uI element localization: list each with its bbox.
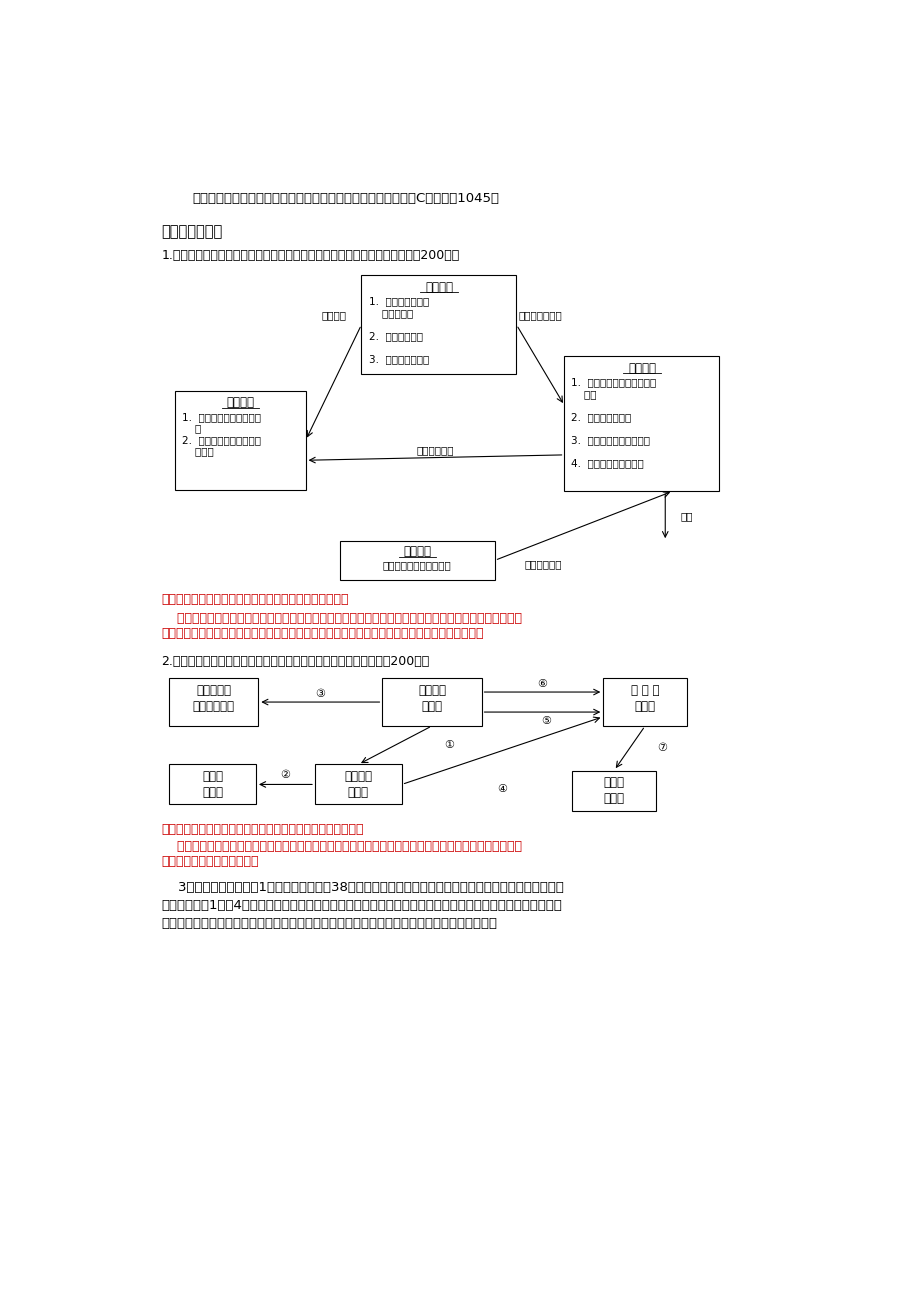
Text: 款项: 款项 (680, 511, 692, 520)
Text: 2.请指出下列的流程图各属于什么销售方式？为什么？（答题不少于200字）: 2.请指出下列的流程图各属于什么销售方式？为什么？（答题不少于200字） (162, 656, 429, 669)
Text: ④: ④ (497, 785, 507, 794)
Text: 供货单位: 供货单位 (417, 683, 446, 696)
Bar (314, 765, 402, 804)
Text: 国家开放大学电大本科《会计制度设计》期末试题题库及答案（C试卷号：1045）: 国家开放大学电大本科《会计制度设计》期末试题题库及答案（C试卷号：1045） (192, 191, 499, 204)
Bar (603, 678, 686, 726)
Text: 开户银: 开户银 (603, 775, 624, 788)
Text: 因为该图体现了较为合理的货币资金收入的内部控制制度，货币资金的授权批准制度和货币资金的岗位分: 因为该图体现了较为合理的货币资金收入的内部控制制度，货币资金的授权批准制度和货币… (162, 611, 522, 624)
Text: 收收款项并出具收款回单: 收收款项并出具收款回单 (382, 561, 451, 570)
Text: 收纳部门: 收纳部门 (628, 362, 655, 375)
Text: 开户银行: 开户银行 (403, 545, 431, 558)
Text: 答：该流程图是货币资金收入的控制程序图，比较合理。: 答：该流程图是货币资金收入的控制程序图，比较合理。 (162, 593, 348, 606)
Text: 答：此流程是托运货制下的销售业务手续和凭证流转程序图。: 答：此流程是托运货制下的销售业务手续和凭证流转程序图。 (162, 824, 364, 837)
Text: ⑦: ⑦ (656, 743, 666, 753)
Text: ②: ② (280, 770, 290, 781)
Text: 则解释》（第1至第4号），这表明我国形成了完整的以会计准则为主的会计标准体系，企业日常会计活动应该严: 则解释》（第1至第4号），这表明我国形成了完整的以会计准则为主的会计标准体系，企… (162, 899, 562, 912)
Text: 工控制制度；该程序的设计以便于各职能部门相互协调，共同遵守，保证货币资金的安全、完整。: 工控制制度；该程序的设计以便于各职能部门相互协调，共同遵守，保证货币资金的安全、… (162, 627, 483, 640)
Bar (339, 541, 494, 580)
Text: 1.请指出下列流程是什么业务的控制程序，是否合理，为什么？（答题不少于200字）: 1.请指出下列流程是什么业务的控制程序，是否合理，为什么？（答题不少于200字） (162, 248, 460, 262)
Bar (382, 678, 481, 726)
Text: 货款及收款凭证: 货款及收款凭证 (518, 311, 562, 320)
Bar (176, 392, 305, 489)
Bar (169, 765, 255, 804)
Text: 银行存款回单: 银行存款回单 (524, 559, 561, 570)
Text: 因为此图说明供货单位的销售人员长驻在采购货物方，采购货物方不直接和供货单位联系，而是由驻厂员: 因为此图说明供货单位的销售人员长驻在采购货物方，采购货物方不直接和供货单位联系，… (162, 840, 522, 853)
Text: 运输机: 运输机 (202, 770, 223, 783)
Text: 和供货单位联系，请求发货。: 和供货单位联系，请求发货。 (162, 855, 259, 868)
Text: 驻厂员: 驻厂员 (421, 700, 442, 713)
Text: 3．我国已经建立了由1项基本会计准则、38项具体会计准则与有关的会计准则应用指南以及《企业会计准: 3．我国已经建立了由1项基本会计准则、38项具体会计准则与有关的会计准则应用指南… (162, 882, 563, 895)
Text: 一、分析说明题: 一、分析说明题 (162, 224, 222, 239)
Bar (572, 770, 655, 811)
Bar (361, 276, 516, 373)
Text: 收款凭证: 收款凭证 (321, 311, 346, 320)
Text: 银行存款回单: 银行存款回单 (416, 445, 453, 455)
Bar (564, 356, 719, 490)
Text: 会计部门: 会计部门 (226, 397, 255, 410)
Text: 会 计 部: 会 计 部 (630, 683, 659, 696)
Text: 签合同: 签合同 (347, 786, 369, 799)
Text: 构托运: 构托运 (202, 786, 223, 799)
Bar (169, 678, 258, 726)
Text: ③: ③ (315, 688, 325, 699)
Text: ①: ① (444, 740, 454, 751)
Text: 行结算: 行结算 (603, 792, 624, 805)
Text: 1.  收入款项并与收款凭证相
    核对

2.  将款项存入银行

3.  将银行回单送会计部门

4.  登记货币资金日记账: 1. 收入款项并与收款凭证相 核对 2. 将款项存入银行 3. 将银行回单送会计… (570, 377, 655, 468)
Text: ⑥: ⑥ (537, 679, 547, 688)
Text: 收（供货地）: 收（供货地） (193, 700, 234, 713)
Text: 格遵守会计准则的规定。会计准则就是企业会计制度。你认同这种说法吗？试分析并说明理由。: 格遵守会计准则的规定。会计准则就是企业会计制度。你认同这种说法吗？试分析并说明理… (162, 917, 497, 930)
Text: 业务部门: 业务部门 (425, 281, 452, 294)
Text: 门核算: 门核算 (634, 700, 655, 713)
Text: 开户银行托: 开户银行托 (196, 683, 231, 696)
Text: 业务部门: 业务部门 (344, 770, 372, 783)
Text: 1.  收入货款并出具
    收据和发票

2.  填制收款凭证

3.  编制收款日报表: 1. 收入货款并出具 收据和发票 2. 填制收款凭证 3. 编制收款日报表 (369, 297, 429, 364)
Text: ⑤: ⑤ (540, 716, 550, 726)
Text: 1.  核对收款凭证和银行回
    单
2.  编制记账凭证并登记有
    关账簿: 1. 核对收款凭证和银行回 单 2. 编制记账凭证并登记有 关账簿 (181, 411, 260, 457)
